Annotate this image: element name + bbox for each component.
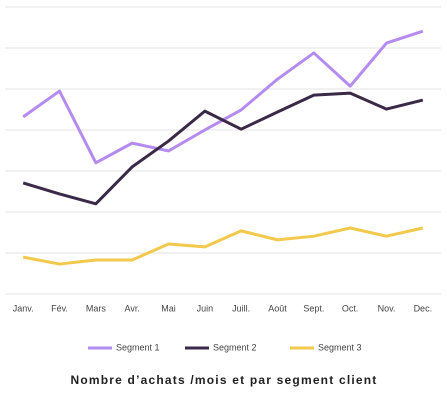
line-series (22, 91, 424, 206)
line-series (22, 226, 424, 266)
x-tick-label: Août (268, 303, 287, 313)
x-tick-label: Janv. (13, 303, 34, 313)
x-tick-label: Nov. (378, 303, 396, 313)
x-tick-label: Juill. (232, 303, 250, 313)
line-series (22, 29, 424, 165)
x-tick-label: Mai (161, 303, 176, 313)
x-tick-label: Fév. (51, 303, 68, 313)
x-tick-label: Avr. (124, 303, 139, 313)
legend-label: Segment 2 (213, 342, 257, 352)
chart-title: Nombre d’achats /mois et par segment cli… (70, 373, 377, 387)
x-tick-label: Oct. (342, 303, 359, 313)
x-tick-label: Juin (197, 303, 214, 313)
legend-label: Segment 1 (116, 342, 160, 352)
x-tick-label: Mars (86, 303, 106, 313)
x-tick-label: Sept. (303, 303, 324, 313)
x-tick-label: Dec. (414, 303, 433, 313)
legend-label: Segment 3 (318, 342, 362, 352)
